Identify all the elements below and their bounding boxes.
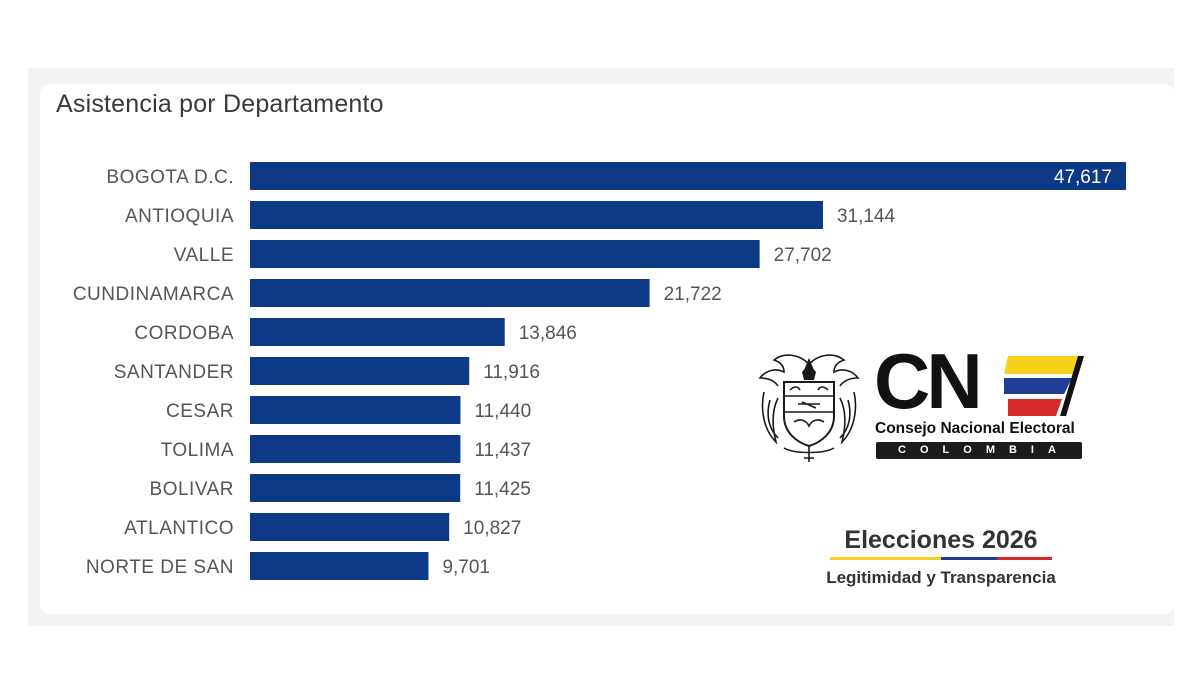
bar[interactable] <box>250 435 461 463</box>
category-label: TOLIMA <box>161 440 234 461</box>
value-label: 10,827 <box>463 518 521 539</box>
category-label: NORTE DE SAN <box>86 557 234 578</box>
value-label: 27,702 <box>774 245 832 266</box>
category-label: VALLE <box>174 245 234 266</box>
value-label: 11,916 <box>483 362 540 383</box>
bar[interactable] <box>250 240 760 268</box>
value-label: 13,846 <box>519 323 577 344</box>
cne-letters: CN <box>874 337 983 425</box>
value-label: 11,437 <box>474 440 531 461</box>
bar[interactable] <box>250 474 461 502</box>
bar[interactable] <box>250 318 505 346</box>
elections-title: Elecciones 2026 <box>844 526 1038 554</box>
bar[interactable] <box>250 396 461 424</box>
category-label: CESAR <box>166 401 234 422</box>
elections-subtitle: Legitimidad y Transparencia <box>826 568 1056 587</box>
category-label: ATLANTICO <box>124 518 234 539</box>
chart-title: Asistencia por Departamento <box>56 90 384 118</box>
value-label: 11,440 <box>474 401 531 422</box>
category-label: CUNDINAMARCA <box>73 284 234 305</box>
bar[interactable] <box>250 279 650 307</box>
value-label: 9,701 <box>442 557 490 578</box>
cne-name: Consejo Nacional Electoral <box>875 420 1075 437</box>
value-label: 21,722 <box>664 284 722 305</box>
tricolor-underline <box>830 557 1052 560</box>
cne-country-band: COLOMBIA <box>876 442 1082 459</box>
bar[interactable] <box>250 552 429 580</box>
category-label: BOLIVAR <box>150 479 234 500</box>
bar[interactable] <box>250 201 823 229</box>
bar[interactable] <box>250 357 470 385</box>
value-label: 31,144 <box>837 206 896 227</box>
bar[interactable] <box>250 513 450 541</box>
category-label: CORDOBA <box>134 323 234 344</box>
value-label: 47,617 <box>1054 167 1112 188</box>
cne-flag-e-icon <box>1004 356 1084 416</box>
category-label: ANTIOQUIA <box>125 206 234 227</box>
category-label: BOGOTA D.C. <box>106 167 234 188</box>
value-label: 11,425 <box>474 479 531 500</box>
colombia-coat-of-arms-icon <box>758 354 860 462</box>
bar[interactable] <box>250 162 1126 190</box>
cne-logo: CN Consejo Nacional Electoral COLOMBIA <box>874 342 1086 464</box>
category-label: SANTANDER <box>114 362 234 383</box>
